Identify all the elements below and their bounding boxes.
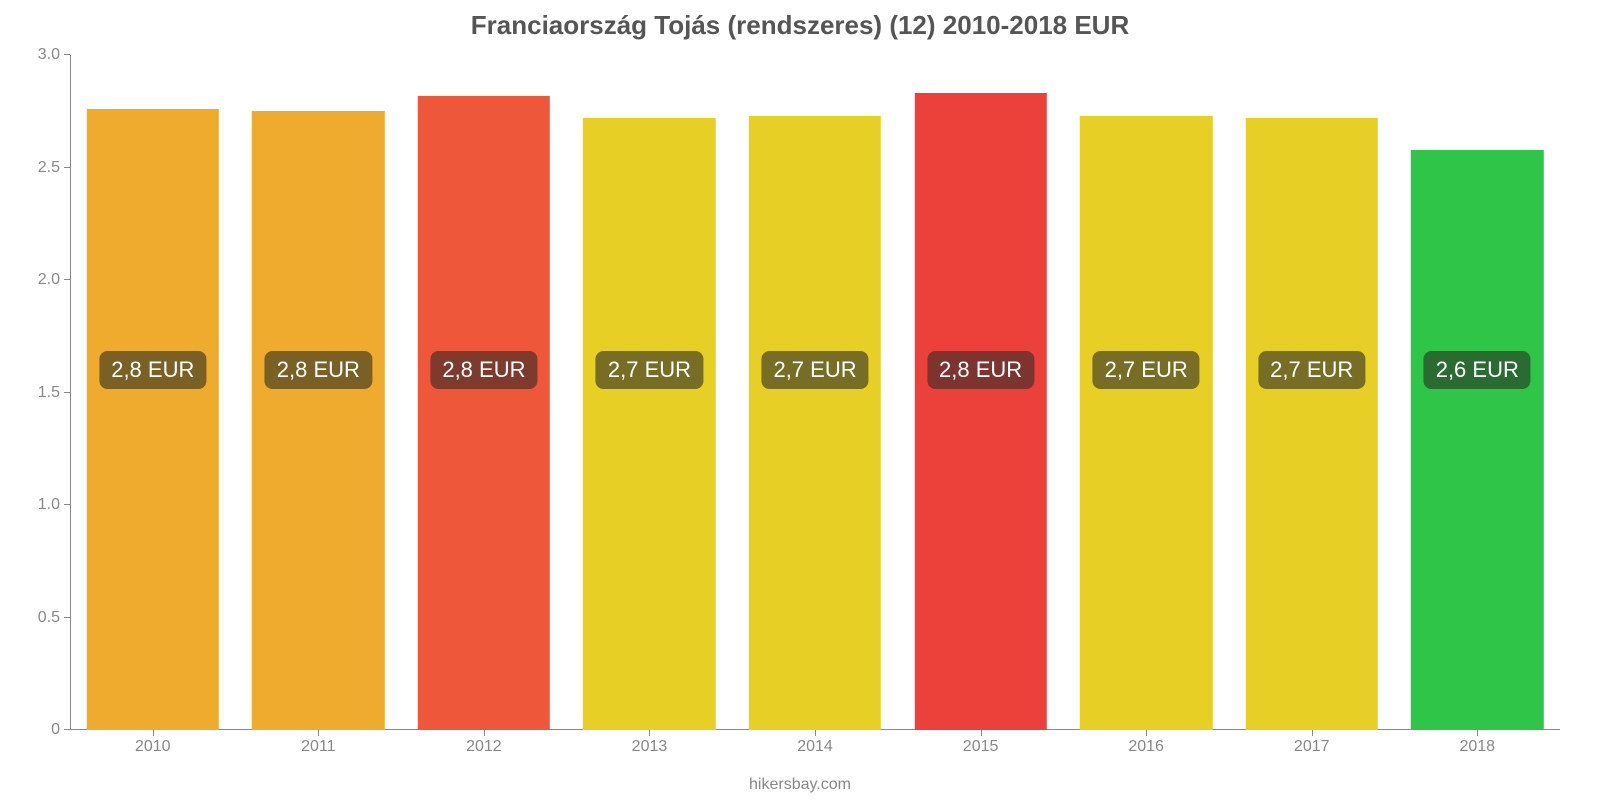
value-badge: 2,8 EUR bbox=[265, 351, 372, 389]
y-tick-label: 3.0 bbox=[38, 46, 70, 64]
value-badge: 2,7 EUR bbox=[761, 351, 868, 389]
x-tick-label: 2014 bbox=[797, 738, 833, 756]
x-tick-label: 2013 bbox=[632, 738, 668, 756]
bar bbox=[1246, 118, 1378, 730]
price-chart: Franciaország Tojás (rendszeres) (12) 20… bbox=[0, 0, 1600, 800]
value-badge: 2,8 EUR bbox=[99, 351, 206, 389]
value-badge: 2,8 EUR bbox=[927, 351, 1034, 389]
y-tick-label: 0.5 bbox=[38, 609, 70, 627]
value-badge: 2,7 EUR bbox=[1093, 351, 1200, 389]
bar bbox=[1080, 116, 1212, 730]
x-tick-label: 2011 bbox=[301, 738, 335, 756]
bar bbox=[749, 116, 881, 730]
x-tick-label: 2017 bbox=[1294, 738, 1330, 756]
chart-title: Franciaország Tojás (rendszeres) (12) 20… bbox=[0, 10, 1600, 41]
bar bbox=[252, 111, 384, 730]
x-tick-mark bbox=[1146, 730, 1147, 736]
x-tick-mark bbox=[1312, 730, 1313, 736]
bar-slot: 2,8 EUR2010 bbox=[70, 55, 236, 730]
x-tick-mark bbox=[484, 730, 485, 736]
x-tick-mark bbox=[1477, 730, 1478, 736]
value-badge: 2,6 EUR bbox=[1424, 351, 1531, 389]
bar-slot: 2,7 EUR2013 bbox=[567, 55, 733, 730]
bar-slot: 2,7 EUR2014 bbox=[732, 55, 898, 730]
y-tick-label: 0 bbox=[51, 721, 70, 739]
attribution-text: hikersbay.com bbox=[0, 776, 1600, 794]
y-tick-label: 2.0 bbox=[38, 271, 70, 289]
y-tick-label: 1.5 bbox=[38, 384, 70, 402]
y-tick-label: 2.5 bbox=[38, 159, 70, 177]
x-tick-label: 2018 bbox=[1459, 738, 1495, 756]
value-badge: 2,7 EUR bbox=[596, 351, 703, 389]
x-tick-mark bbox=[815, 730, 816, 736]
bar-slot: 2,7 EUR2017 bbox=[1229, 55, 1395, 730]
x-tick-label: 2015 bbox=[963, 738, 999, 756]
y-tick-label: 1.0 bbox=[38, 496, 70, 514]
value-badge: 2,7 EUR bbox=[1258, 351, 1365, 389]
bar bbox=[583, 118, 715, 730]
value-badge: 2,8 EUR bbox=[430, 351, 537, 389]
x-tick-label: 2012 bbox=[466, 738, 502, 756]
x-tick-mark bbox=[318, 730, 319, 736]
x-tick-label: 2010 bbox=[135, 738, 171, 756]
bar bbox=[418, 96, 550, 731]
bar-slot: 2,8 EUR2015 bbox=[898, 55, 1064, 730]
x-tick-mark bbox=[981, 730, 982, 736]
x-tick-mark bbox=[153, 730, 154, 736]
x-tick-label: 2016 bbox=[1128, 738, 1164, 756]
x-tick-mark bbox=[649, 730, 650, 736]
plot-area: 2,8 EUR20102,8 EUR20112,8 EUR20122,7 EUR… bbox=[70, 55, 1560, 730]
bar-slot: 2,6 EUR2018 bbox=[1395, 55, 1561, 730]
bar bbox=[1411, 150, 1543, 731]
bar-slot: 2,8 EUR2011 bbox=[236, 55, 402, 730]
bar bbox=[87, 109, 219, 730]
bar bbox=[914, 93, 1046, 730]
bar-slot: 2,7 EUR2016 bbox=[1063, 55, 1229, 730]
bars-container: 2,8 EUR20102,8 EUR20112,8 EUR20122,7 EUR… bbox=[70, 55, 1560, 730]
bar-slot: 2,8 EUR2012 bbox=[401, 55, 567, 730]
